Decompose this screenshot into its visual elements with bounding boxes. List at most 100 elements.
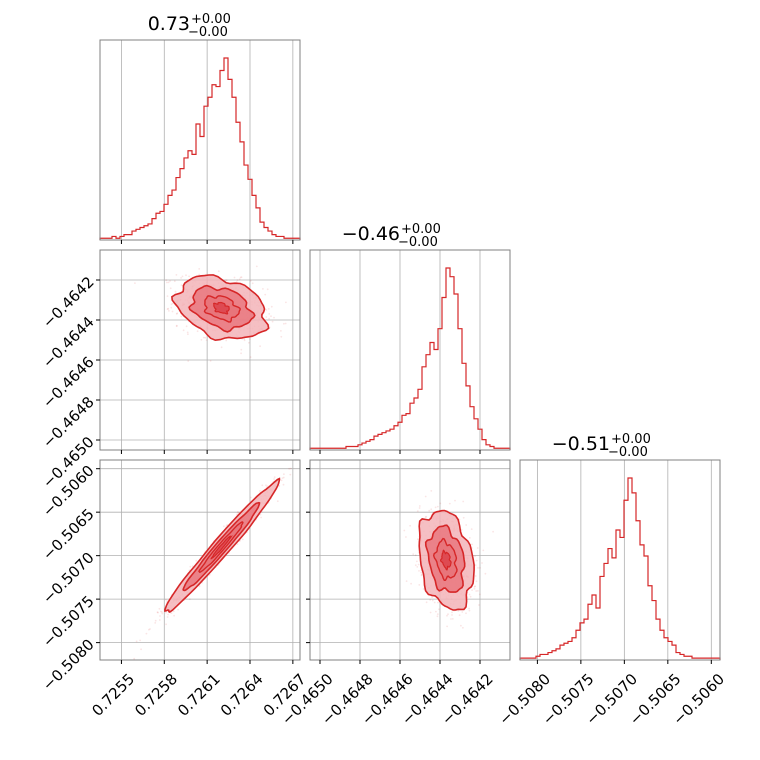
scatter-point: [169, 280, 171, 282]
scatter-point: [167, 281, 170, 284]
scatter-point: [241, 538, 244, 541]
scatter-point: [446, 625, 448, 628]
scatter-point: [471, 589, 473, 591]
scatter-point: [149, 628, 151, 630]
scatter-point: [265, 316, 268, 318]
scatter-point: [209, 360, 212, 362]
scatter-point: [308, 445, 310, 447]
scatter-point: [290, 467, 292, 470]
scatter-point: [181, 275, 184, 278]
scatter-point: [159, 615, 161, 617]
scatter-point: [200, 338, 203, 341]
scatter-point: [478, 604, 480, 606]
scatter-point: [170, 303, 173, 306]
scatter-point: [421, 573, 423, 576]
scatter-point: [160, 610, 162, 613]
scatter-point: [478, 593, 481, 596]
scatter-point: [260, 516, 262, 519]
scatter-point: [170, 306, 173, 309]
scatter-point: [225, 524, 228, 527]
scatter-point: [205, 339, 208, 341]
scatter-point: [420, 571, 422, 574]
scatter-point: [173, 614, 176, 617]
scatter-point: [474, 555, 476, 558]
scatter-point: [154, 622, 157, 624]
scatter-point: [198, 268, 201, 270]
scatter-point: [479, 567, 481, 569]
panel-title-value-0: 0.73: [148, 13, 190, 35]
histogram-steps-1: [309, 267, 511, 450]
scatter-point: [436, 613, 439, 615]
scatter-point: [462, 516, 465, 519]
panel-title-plus-2: +0.00: [611, 432, 651, 447]
scatter-point: [436, 615, 439, 618]
scatter-point: [240, 352, 243, 355]
scatter-content: [100, 445, 310, 660]
scatter-point: [438, 608, 440, 611]
scatter-point: [409, 524, 411, 527]
scatter-point: [280, 335, 283, 338]
scatter-point: [273, 476, 276, 478]
scatter-point: [457, 610, 460, 612]
scatter-content: [310, 460, 510, 660]
scatter-point: [460, 528, 463, 531]
scatter-point: [470, 528, 473, 530]
scatter-point: [418, 505, 421, 507]
scatter-point: [451, 611, 453, 614]
scatter-point: [431, 596, 433, 598]
scatter-point: [267, 308, 270, 310]
scatter-point: [139, 639, 142, 642]
scatter-point: [282, 476, 285, 479]
scatter-point: [285, 301, 287, 304]
x-tick-label: 0.7255: [88, 670, 138, 720]
scatter-point: [233, 276, 236, 279]
scatter-point: [405, 536, 407, 538]
scatter-point: [173, 280, 176, 283]
scatter-point: [475, 580, 478, 583]
scatter-point: [288, 467, 291, 470]
scatter-point: [475, 590, 478, 592]
scatter-point: [492, 530, 494, 533]
contour-core: [439, 549, 452, 571]
scatter-point: [255, 265, 258, 268]
scatter-point: [154, 619, 157, 622]
scatter-point: [169, 287, 172, 290]
x-tick-label: 0.7258: [131, 670, 181, 720]
scatter-point: [289, 473, 292, 476]
scatter-point: [468, 609, 471, 612]
scatter-point: [451, 614, 453, 616]
scatter-point: [414, 564, 417, 567]
scatter-point: [283, 322, 285, 325]
scatter-panel-0-1: [96, 249, 301, 454]
scatter-point: [446, 614, 448, 617]
scatter-point: [473, 587, 476, 590]
scatter-point: [434, 506, 437, 509]
scatter-point: [462, 626, 464, 629]
scatter-point: [166, 308, 169, 310]
scatter-point: [187, 333, 189, 336]
scatter-point: [414, 554, 417, 557]
scatter-point: [250, 496, 252, 499]
scatter-point: [460, 624, 462, 627]
scatter-point: [430, 490, 433, 492]
scatter-point: [450, 618, 452, 620]
panel-frame: [99, 39, 301, 241]
scatter-point: [148, 628, 150, 631]
scatter-point: [416, 538, 419, 541]
scatter-point: [182, 329, 185, 332]
scatter-point: [420, 574, 423, 577]
scatter-point: [165, 623, 168, 626]
scatter-point: [261, 484, 264, 487]
scatter-point: [217, 270, 220, 273]
scatter-point: [165, 279, 168, 282]
x-tick-label: 0.7264: [217, 670, 267, 720]
scatter-panel-1-2: [306, 459, 511, 664]
scatter-point: [236, 279, 239, 281]
scatter-point: [172, 610, 175, 613]
panel-frame: [99, 249, 301, 451]
scatter-point: [249, 356, 252, 358]
scatter-point: [468, 593, 471, 596]
scatter-point: [175, 274, 178, 276]
scatter-point: [437, 601, 439, 604]
